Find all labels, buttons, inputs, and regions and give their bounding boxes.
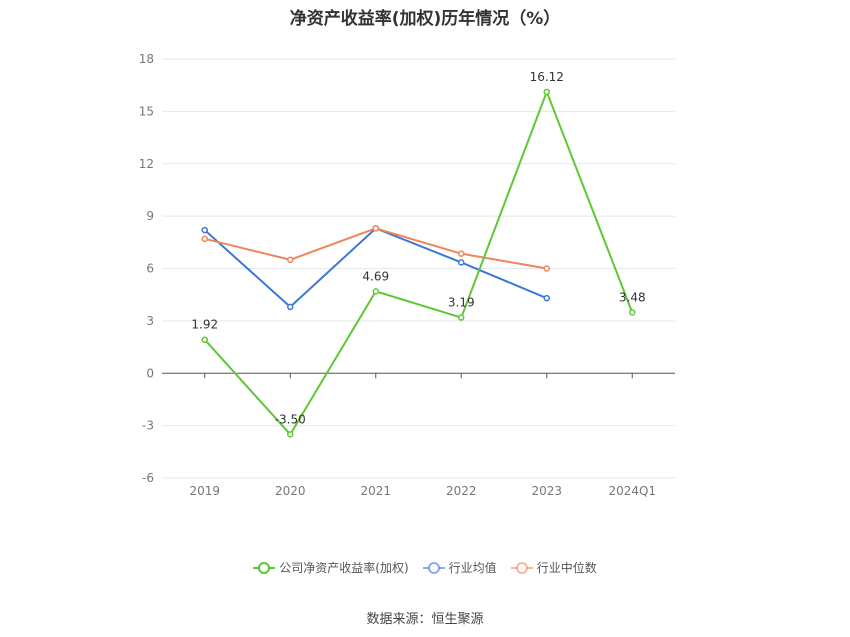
y-tick-label: 0 [146,366,154,380]
x-tick-label: 2021 [360,484,391,498]
legend-label: 行业中位数 [536,561,597,575]
data-point [458,314,465,321]
data-point [201,235,208,243]
data-label: 3.48 [619,290,646,304]
y-tick-label: 9 [146,209,154,223]
legend-item[interactable]: 公司净资产收益率(加权) [253,559,409,576]
legend-label: 行业均值 [448,561,497,575]
data-label: 3.19 [448,296,475,310]
x-tick-label: 2022 [446,484,477,498]
y-tick-label: 6 [146,262,154,276]
data-point [543,88,550,96]
data-label: -3.50 [275,412,306,426]
legend-swatch [510,561,533,574]
x-tick-label: 2019 [189,484,220,498]
data-point [201,226,208,234]
legend-item[interactable]: 行业中位数 [510,559,597,576]
y-tick-label: 15 [139,104,154,118]
data-point [372,288,379,295]
data-point [458,250,465,257]
data-point [629,309,636,316]
y-tick-label: 3 [146,314,154,328]
y-tick-label: 12 [139,157,154,171]
data-point [543,265,550,272]
data-point [458,259,465,266]
legend-label: 公司净资产收益率(加权) [279,561,409,575]
x-tick-label: 2024Q1 [608,484,656,498]
legend-swatch [253,561,276,574]
data-point [287,303,294,311]
data-point [543,294,550,302]
x-tick-label: 2020 [275,484,306,498]
data-point [372,225,379,232]
data-point [287,431,294,438]
data-point [287,256,294,264]
y-tick-label: -6 [142,471,154,485]
data-label: 16.12 [530,70,564,84]
series-line [204,227,548,308]
y-tick-label: 18 [139,52,154,66]
series-line [204,90,634,436]
y-tick-label: -3 [142,419,154,433]
legend-swatch [422,561,445,574]
series-line [204,227,547,270]
legend-item[interactable]: 行业均值 [422,559,497,576]
chart-title: 净资产收益率(加权)历年情况（%） [289,9,561,29]
data-label: 1.92 [191,318,218,332]
legend: 公司净资产收益率(加权) 行业均值 行业中位数 [0,559,850,576]
x-tick-label: 2023 [531,484,562,498]
data-source: 数据来源：恒生聚源 [366,612,484,627]
data-point [201,336,208,343]
data-label: 4.69 [362,269,389,283]
